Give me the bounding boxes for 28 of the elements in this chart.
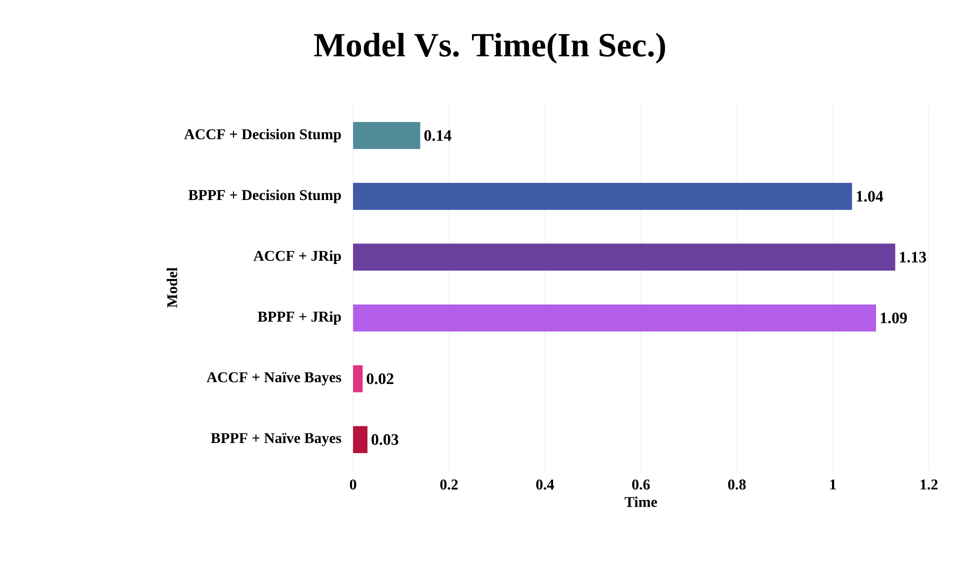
- chart-title: Model Vs. Time(In Sec.): [314, 32, 665, 64]
- data-label: 0.02: [366, 373, 394, 384]
- x-axis-title: Time: [624, 496, 658, 507]
- y-tick-label: BPPF + Naïve Bayes: [210, 432, 342, 446]
- x-tick-label: 0: [350, 479, 356, 490]
- bar: [353, 365, 363, 392]
- data-label: 1.04: [856, 190, 884, 202]
- x-tick-label: 0.6: [632, 479, 650, 490]
- y-tick-label: ACCF + Decision Stump: [184, 128, 341, 142]
- x-tick-label: 0.4: [536, 479, 554, 490]
- x-tick-label: 1: [830, 479, 836, 490]
- y-axis-title: Model: [166, 267, 178, 308]
- y-tick-label: BPPF + Decision Stump: [188, 190, 341, 204]
- y-tick-label: BPPF + JRip: [258, 311, 341, 325]
- x-tick-label: 0.8: [728, 479, 746, 490]
- x-tick-label: 0.2: [440, 479, 458, 490]
- x-tick-label: 1.2: [920, 479, 938, 490]
- bar: [353, 182, 852, 210]
- data-label: 0.03: [372, 434, 398, 445]
- bar: [353, 304, 876, 332]
- data-label: 0.14: [424, 130, 452, 141]
- data-label: 1.13: [900, 252, 926, 262]
- y-tick-label: ACCF + Naïve Bayes: [206, 372, 342, 386]
- bar: [353, 122, 420, 149]
- y-tick-label: ACCF + JRip: [254, 250, 341, 264]
- bar: [353, 244, 896, 271]
- data-label: 1.09: [880, 312, 907, 324]
- bar: [353, 426, 368, 454]
